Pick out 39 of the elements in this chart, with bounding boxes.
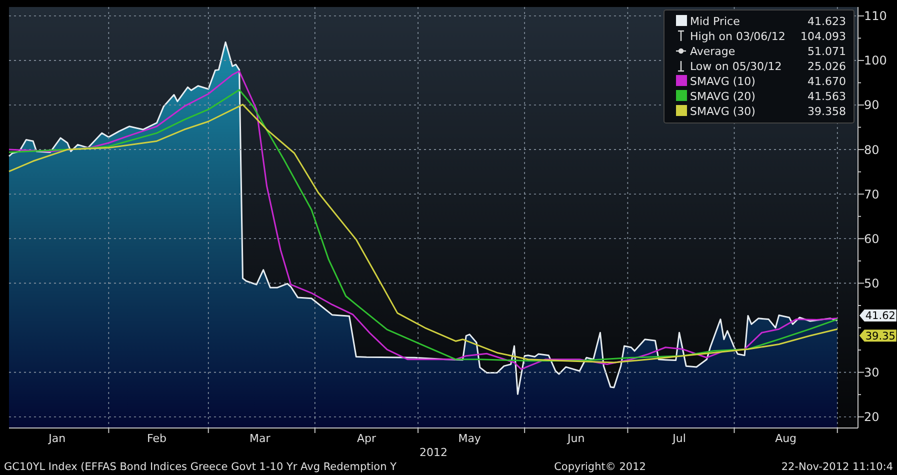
y-tick-label: 50 bbox=[864, 276, 880, 290]
x-tick-label: Jun bbox=[566, 432, 585, 445]
price-flag: 41.62 bbox=[859, 310, 896, 322]
y-tick-label: 20 bbox=[864, 410, 880, 424]
x-tick-label: Aug bbox=[775, 432, 797, 445]
annotation: 41.563 bbox=[808, 90, 846, 103]
annotation: 41.670 bbox=[808, 74, 846, 88]
price-flag: 39.35 bbox=[859, 330, 896, 342]
y-tick-label: 80 bbox=[864, 142, 880, 157]
annotation: High on 03/06/12 bbox=[690, 30, 786, 43]
text: GC10YL Index (EFFAS Bond Indices Greece Govt 1-10 Yr Avg Redemption Y bbox=[4, 461, 398, 473]
text: 22-Nov-2012 11:10:4 bbox=[781, 461, 894, 473]
annotation: 41.62 bbox=[865, 310, 896, 322]
y-tick-label: 90 bbox=[864, 98, 880, 112]
x-tick-label: Jul bbox=[672, 432, 686, 445]
text: Copyright© 2012 bbox=[554, 461, 646, 473]
annotation: 41.623 bbox=[808, 14, 846, 28]
x-tick-label: Apr bbox=[356, 432, 376, 445]
annotation: 25.026 bbox=[808, 60, 846, 73]
y-tick-label: 30 bbox=[864, 366, 880, 380]
annotation: 39.35 bbox=[865, 330, 896, 342]
y-tick-label: 110 bbox=[864, 9, 887, 24]
legend-label: SMAVG (20) bbox=[690, 90, 756, 103]
y-tick-label: 100 bbox=[864, 54, 887, 68]
y-tick-label: 60 bbox=[864, 232, 880, 246]
annotation: Low on 05/30/12 bbox=[690, 60, 782, 73]
x-tick-label: Feb bbox=[147, 432, 167, 445]
legend-label: SMAVG (10) bbox=[690, 74, 756, 88]
legend-label: Mid Price bbox=[690, 14, 740, 28]
x-tick-label: Jan bbox=[48, 432, 66, 445]
annotation: 51.071 bbox=[808, 44, 846, 58]
y-tick-label: 70 bbox=[864, 187, 880, 202]
x-axis-title: 2012 bbox=[420, 446, 448, 459]
x-tick-label: Mar bbox=[250, 432, 271, 445]
annotation: 104.093 bbox=[800, 30, 846, 43]
annotation: Average bbox=[690, 44, 736, 58]
legend-label: SMAVG (30) bbox=[690, 104, 756, 118]
x-tick-label: May bbox=[458, 432, 482, 445]
annotation: 39.358 bbox=[808, 104, 846, 118]
